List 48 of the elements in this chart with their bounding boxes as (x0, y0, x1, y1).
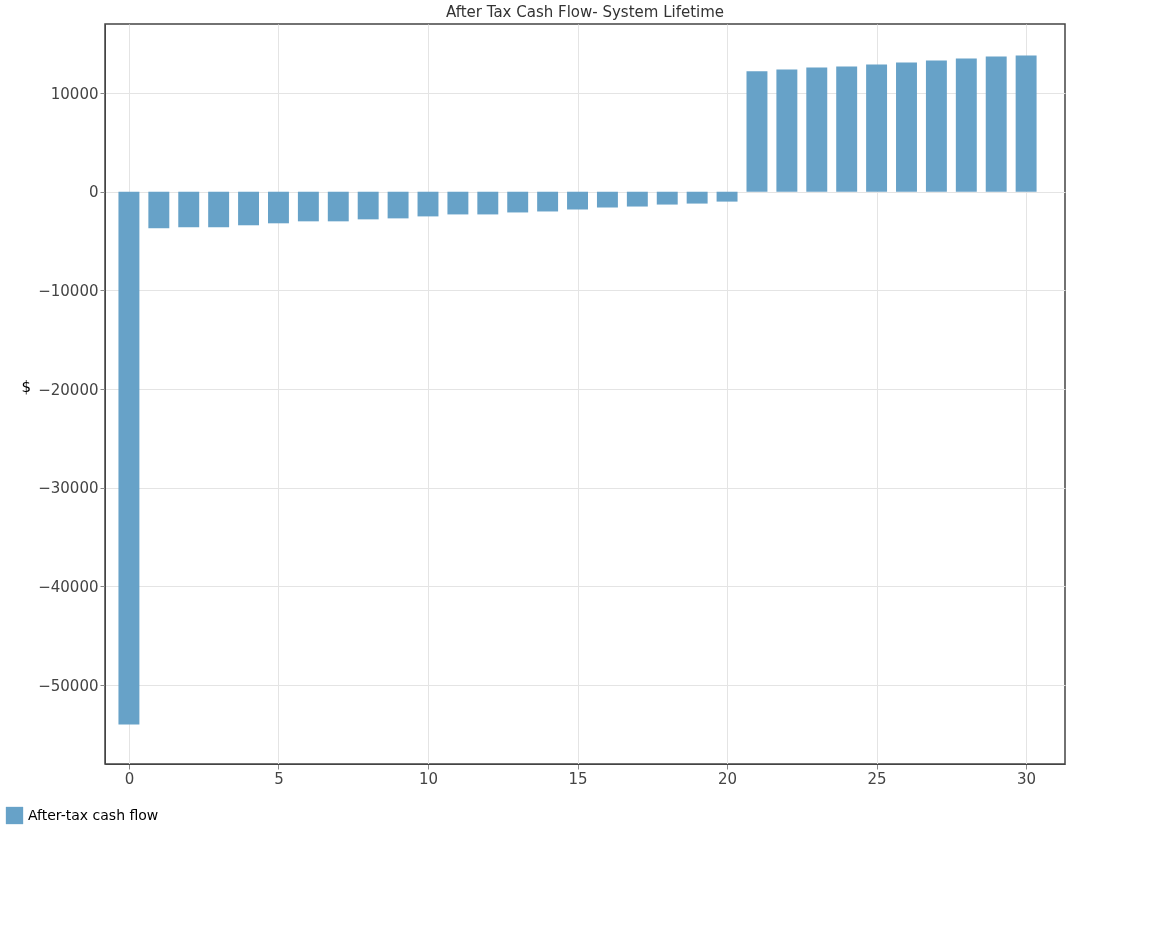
bar (1015, 55, 1037, 192)
y-tick-label: −50000 (38, 676, 99, 695)
bar (507, 191, 529, 213)
x-tick-label: 10 (418, 769, 439, 788)
bar (387, 191, 409, 219)
y-tick-label: 10000 (50, 84, 99, 103)
bar (417, 191, 439, 217)
x-tick-label: 20 (718, 769, 738, 788)
x-tick-label: 0 (124, 769, 135, 788)
x-tick-label: 30 (1017, 769, 1037, 788)
bar (447, 191, 469, 215)
bar (896, 62, 917, 192)
bar (118, 191, 140, 725)
bar (208, 191, 230, 228)
bar (866, 64, 888, 192)
bar (148, 191, 170, 229)
bar (686, 191, 708, 204)
bar (537, 191, 559, 212)
bar (238, 191, 260, 226)
bar (925, 60, 947, 192)
y-tick-label: −10000 (38, 281, 99, 300)
bar (178, 191, 200, 228)
bar (596, 191, 618, 208)
bar (836, 66, 858, 192)
bar (567, 191, 588, 210)
x-tick-label: 25 (867, 769, 887, 788)
y-tick-label: −30000 (38, 479, 99, 498)
x-tick-label: 5 (274, 769, 284, 788)
bar (716, 191, 738, 202)
y-axis-title: $ (21, 377, 31, 396)
bar (776, 69, 798, 192)
bar (297, 191, 319, 222)
bar (656, 191, 678, 205)
bar (357, 191, 379, 220)
bar (327, 191, 349, 222)
bar (477, 191, 499, 215)
bar (955, 58, 977, 192)
legend-label: After-tax cash flow (28, 806, 159, 823)
bar (985, 56, 1007, 192)
bar (626, 191, 648, 207)
bar (267, 191, 289, 224)
y-tick-label: −20000 (38, 380, 99, 399)
chart-title: After Tax Cash Flow- System Lifetime (445, 3, 725, 21)
bar (806, 67, 828, 192)
y-tick-label: 0 (88, 183, 99, 202)
bar (746, 71, 768, 192)
x-tick-label: 15 (568, 769, 588, 788)
y-tick-label: −40000 (38, 577, 99, 596)
